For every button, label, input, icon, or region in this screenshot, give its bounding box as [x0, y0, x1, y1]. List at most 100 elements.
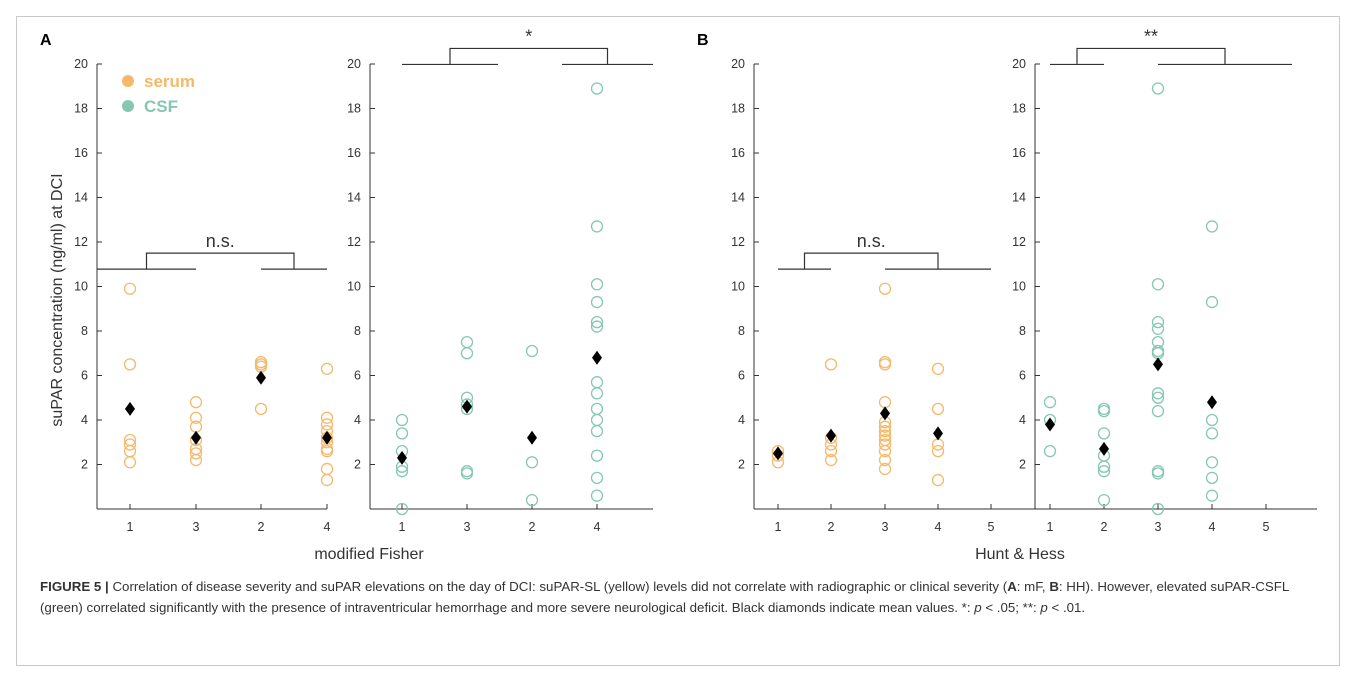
chart-1-data-point [320, 362, 334, 375]
chart-3-data-point [878, 396, 892, 409]
chart-4-y-tick-label: 14 [1012, 191, 1026, 205]
chart-1-data-point [189, 453, 203, 467]
chart-3-data-point [824, 444, 838, 458]
chart-2-x-tick-label: 1 [399, 520, 406, 534]
chart-1-data-point [123, 456, 137, 469]
chart-3-y-tick-label: 10 [731, 280, 745, 294]
chart-3-data-point [878, 462, 892, 476]
chart-4-data-point [1151, 502, 1165, 516]
chart-3-data-point [878, 282, 892, 295]
chart-2-data-point [395, 465, 409, 478]
chart-3-y-tick-label: 18 [731, 102, 745, 116]
x-axis-title-b: Hunt & Hess [975, 546, 1065, 563]
chart-2-mean-diamond [397, 450, 407, 465]
chart-2-data-point [525, 456, 539, 469]
legend: serum CSF [122, 72, 195, 116]
chart-3-data-point [878, 453, 892, 467]
chart-4-data-point [1043, 444, 1057, 458]
chart-3-x-tick-label: 4 [935, 520, 942, 534]
chart-2-y-tick-label: 16 [347, 146, 361, 160]
chart-4-x-tick-label: 1 [1047, 520, 1054, 534]
chart-3-data-point [931, 473, 945, 487]
caption-p-symbol-1: p [974, 600, 982, 615]
chart-3-x-tick-label: 5 [988, 520, 995, 534]
chart-4-data-point [1205, 427, 1219, 440]
figure-plot-area: A B suPAR concentration (ng/ml) at DCI s… [40, 26, 1317, 563]
chart-1-data-point [123, 438, 137, 451]
figure-caption: FIGURE 5 | Correlation of disease severi… [40, 576, 1330, 618]
chart-2-data-point [590, 471, 604, 485]
chart-3-y-tick-label: 4 [738, 413, 745, 427]
chart-3-y-tick-label: 14 [731, 191, 745, 205]
legend-serum-label: serum [144, 72, 195, 91]
chart-2-mean-diamond [527, 430, 537, 445]
chart-1-mean-diamond [256, 370, 266, 385]
chart-3-mean-diamond [826, 428, 836, 443]
chart-4-y-tick-label: 10 [1012, 280, 1026, 294]
x-axis-title-a: modified Fisher [314, 546, 424, 563]
chart-1-data-point [123, 358, 137, 371]
chart-1-x-tick-label: 4 [324, 520, 331, 534]
chart-4-mean-diamond [1045, 417, 1055, 432]
chart-2-y-tick-label: 20 [347, 57, 361, 71]
chart-3-significance-bracket [778, 252, 991, 270]
panel-letter-a: A [40, 32, 52, 49]
chart-2-x-tick-label: 3 [464, 520, 471, 534]
chart-2-data-point [395, 413, 409, 427]
chart-4-y-tick-label: 18 [1012, 102, 1026, 116]
caption-p-symbol-2: p [1040, 600, 1048, 615]
chart-2-data-point [590, 295, 604, 309]
chart-2-data-point [590, 449, 604, 462]
chart-2-data-point [525, 493, 539, 507]
chart-2-y-tick-label: 14 [347, 191, 361, 205]
chart-1-y-tick-label: 18 [74, 102, 88, 116]
chart-3-y-tick-label: 16 [731, 146, 745, 160]
chart-4-data-point [1205, 471, 1219, 485]
chart-4-y-tick-label: 16 [1012, 146, 1026, 160]
chart-2-significance-label: * [525, 26, 532, 46]
chart-4-data-point [1205, 413, 1219, 427]
chart-3-x-tick-label: 3 [882, 520, 889, 534]
chart-2-y-tick-label: 18 [347, 102, 361, 116]
chart-2-data-point [590, 315, 604, 329]
chart-2-data-point [590, 489, 604, 502]
chart-1-x-tick-label: 1 [127, 520, 134, 534]
caption-text-1: Correlation of disease severity and suPA… [108, 579, 1008, 594]
legend-csf-label: CSF [144, 97, 178, 116]
chart-3-mean-diamond [933, 426, 943, 441]
chart-2-x-tick-label: 4 [594, 520, 601, 534]
chart-3-data-point [824, 453, 838, 467]
caption-text-3: : HH). However, elevated suPAR-CSFL (gre… [40, 579, 1289, 615]
chart-1-data-point [189, 396, 203, 409]
chart-3-data-point [878, 438, 892, 451]
chart-4-data-point [1205, 456, 1219, 469]
caption-text-5: < .01. [1047, 600, 1086, 615]
chart-1-mean-diamond [125, 401, 135, 416]
chart-4-data-point [1151, 315, 1165, 329]
chart-3-data-point [878, 358, 892, 371]
chart-1-data-point [189, 447, 203, 460]
chart-4-y-tick-label: 2 [1019, 458, 1026, 472]
chart-4-data-point [1151, 278, 1165, 291]
legend-serum-marker [122, 75, 134, 87]
chart-2-data-point [525, 344, 539, 358]
chart-2-data-point [590, 320, 604, 333]
chart-3-data-point [931, 444, 945, 458]
chart-4-x-tick-label: 4 [1209, 520, 1216, 534]
chart-4-data-point [1097, 404, 1111, 418]
chart-2-data-point [590, 376, 604, 389]
chart-2-mean-diamond [592, 350, 602, 365]
chart-4-mean-diamond [1153, 357, 1163, 372]
caption-text-4: < .05; **: [981, 600, 1041, 615]
caption-ref-a: A [1007, 579, 1017, 594]
caption-label: FIGURE 5 | [40, 579, 109, 594]
chart-3-y-tick-label: 12 [731, 235, 745, 249]
chart-2-data-point [460, 335, 474, 349]
chart-4-data-point [1097, 427, 1111, 440]
chart-4-significance-label: ** [1144, 26, 1158, 46]
chart-1-y-tick-label: 8 [81, 324, 88, 338]
chart-3-data-point [824, 358, 838, 371]
figure-frame [16, 16, 1340, 666]
chart-1-data-point [189, 411, 203, 424]
chart-2-data-point [590, 220, 604, 233]
